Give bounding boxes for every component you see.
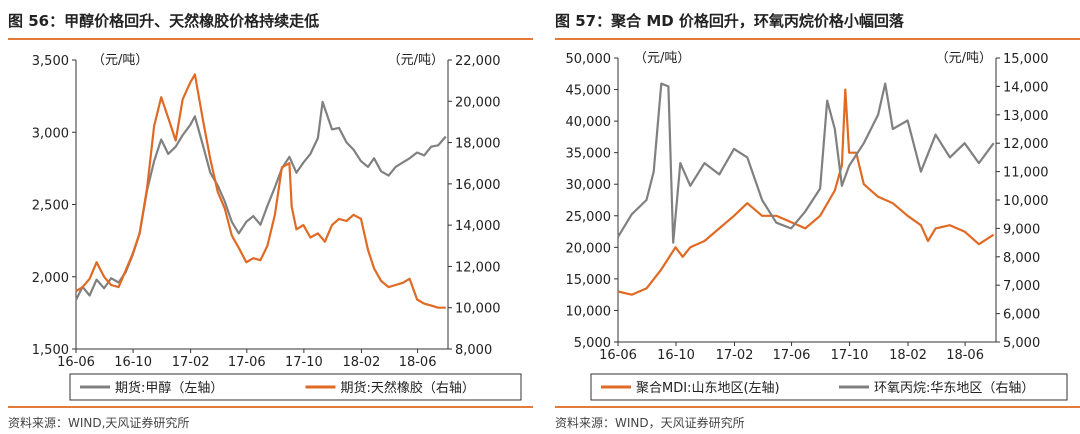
right-tick-label: 14,000 <box>455 219 501 234</box>
x-tick-label: 16-06 <box>57 355 95 370</box>
source-note: 资料来源：WIND，天风证券研究所 <box>555 416 745 430</box>
right-tick-label: 12,000 <box>1003 137 1049 152</box>
right-tick-label: 13,000 <box>1003 109 1049 124</box>
right-tick-label: 12,000 <box>455 260 501 275</box>
right-tick-label: 10,000 <box>455 302 501 317</box>
left-tick-label: 3,000 <box>32 126 69 141</box>
right-unit-label: （元/吨） <box>936 51 992 66</box>
left-tick-label: 15,000 <box>566 273 612 288</box>
footer-rule <box>555 406 1080 408</box>
left-tick-label: 2,500 <box>32 199 69 214</box>
legend: 聚合MDI:山东地区(左轴) 环氧丙烷:华东地区（右轴） <box>590 373 1068 401</box>
left-tick-label: 45,000 <box>566 84 612 99</box>
right-tick-label: 9,000 <box>1003 222 1040 237</box>
x-tick-label: 16-10 <box>114 355 152 370</box>
x-tick-label: 17-02 <box>172 355 210 370</box>
source-note: 资料来源：WIND,天风证券研究所 <box>8 416 190 430</box>
legend-label: 期货:天然橡胶（右轴） <box>341 380 475 396</box>
left-tick-label: 25,000 <box>566 210 612 225</box>
axes: 5,000 10,000 15,000 20,000 25,000 30,000 35,00… <box>566 51 1049 363</box>
figure-title: 图 57：聚合 MD 价格回升，环氧丙烷价格小幅回落 <box>555 12 904 30</box>
left-tick-label: 2,000 <box>32 271 69 286</box>
series-line <box>617 88 995 296</box>
right-tick-label: 11,000 <box>1003 166 1049 181</box>
axes: 1,500 2,000 2,500 3,000 3,500 8,000 10,000 12,0… <box>32 53 501 370</box>
series-line <box>75 73 446 309</box>
x-tick-label: 18-06 <box>399 355 437 370</box>
title-rule <box>555 38 1080 40</box>
left-tick-label: 20,000 <box>566 241 612 256</box>
left-tick-label: 30,000 <box>566 178 612 193</box>
x-tick-label: 17-02 <box>716 348 754 363</box>
legend-label: 期货:甲醇（左轴） <box>115 380 223 396</box>
line-chart: 5,000 10,000 15,000 20,000 25,000 30,000 35,00… <box>566 51 1068 401</box>
right-tick-label: 5,000 <box>1003 336 1040 351</box>
right-tick-label: 20,000 <box>455 95 501 110</box>
chart-panel-methanol-rubber: 图 56：甲醇价格回升、天然橡胶价格持续走低 1,500 2,000 2,500 3,… <box>8 0 533 434</box>
title-rule <box>8 38 533 40</box>
right-tick-label: 8,000 <box>1003 251 1040 266</box>
footer-rule <box>8 406 533 408</box>
legend-label: 聚合MDI:山东地区(左轴) <box>636 381 780 396</box>
x-tick-label: 17-06 <box>773 348 811 363</box>
x-tick-label: 17-10 <box>831 348 869 363</box>
x-tick-label: 16-06 <box>599 348 637 363</box>
chart-panel-mdi-propylene-oxide: 图 57：聚合 MD 价格回升，环氧丙烷价格小幅回落 5,000 10,000 15… <box>555 0 1080 434</box>
x-tick-label: 18-02 <box>889 348 927 363</box>
x-tick-label: 18-06 <box>946 348 984 363</box>
legend-label: 环氧丙烷:华东地区（右轴） <box>874 381 1034 396</box>
right-tick-label: 16,000 <box>455 178 501 193</box>
left-tick-label: 10,000 <box>566 304 612 319</box>
right-tick-label: 22,000 <box>455 54 501 69</box>
right-tick-label: 7,000 <box>1003 279 1040 294</box>
left-tick-label: 40,000 <box>566 115 612 130</box>
right-tick-label: 10,000 <box>1003 194 1049 209</box>
legend: 期货:甲醇（左轴） 期货:天然橡胶（右轴） <box>69 373 522 401</box>
x-tick-label: 18-02 <box>343 355 381 370</box>
left-tick-label: 5,000 <box>574 336 611 351</box>
right-tick-label: 18,000 <box>455 137 501 152</box>
series-line <box>617 82 995 244</box>
left-tick-label: 50,000 <box>566 52 612 67</box>
right-tick-label: 6,000 <box>1003 308 1040 323</box>
right-tick-label: 15,000 <box>1003 52 1049 67</box>
left-tick-label: 1,500 <box>32 343 69 358</box>
left-tick-label: 35,000 <box>566 147 612 162</box>
right-tick-label: 8,000 <box>455 343 492 358</box>
left-tick-label: 3,500 <box>32 54 69 69</box>
right-tick-label: 14,000 <box>1003 80 1049 95</box>
figure-title: 图 56：甲醇价格回升、天然橡胶价格持续走低 <box>8 12 320 30</box>
left-unit-label: （元/吨） <box>92 53 148 68</box>
series-line <box>75 100 447 301</box>
x-tick-label: 17-06 <box>228 355 266 370</box>
right-unit-label: （元/吨） <box>388 53 444 68</box>
left-unit-label: （元/吨） <box>634 51 690 66</box>
x-tick-label: 17-10 <box>285 355 323 370</box>
legend-box <box>69 373 522 401</box>
x-tick-label: 16-10 <box>657 348 695 363</box>
line-chart: 1,500 2,000 2,500 3,000 3,500 8,000 10,000 12,0… <box>32 53 522 401</box>
legend-box <box>590 373 1068 401</box>
